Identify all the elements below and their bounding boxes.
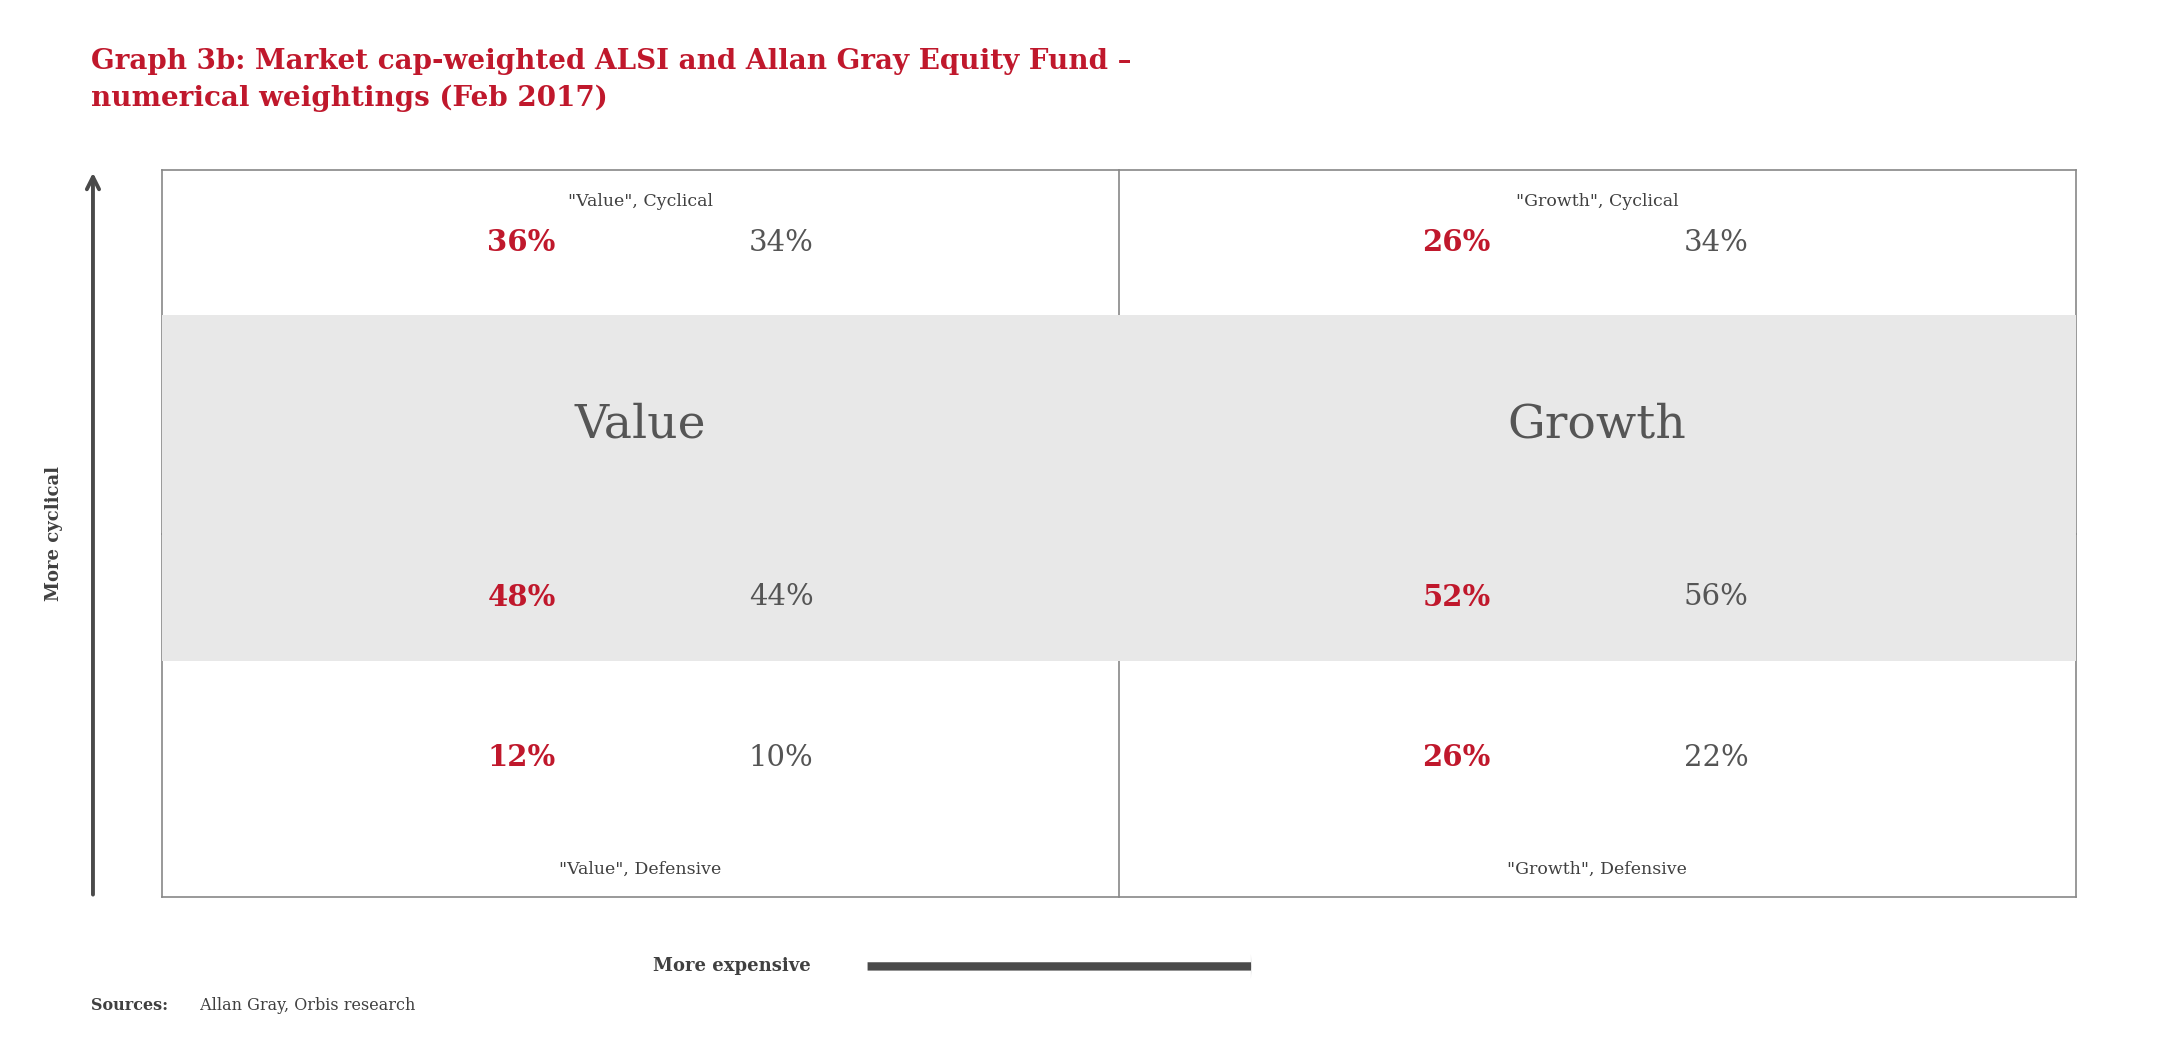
Text: 10%: 10%: [748, 744, 813, 772]
Text: 36%: 36%: [486, 228, 556, 257]
Text: 34%: 34%: [1684, 228, 1749, 257]
Text: "Growth", Defensive: "Growth", Defensive: [1507, 861, 1686, 878]
Text: "Value", Defensive: "Value", Defensive: [560, 861, 722, 878]
Text: 26%: 26%: [1423, 228, 1492, 257]
Text: Sources:: Sources:: [91, 997, 169, 1014]
Text: 22%: 22%: [1684, 744, 1749, 772]
Text: 26%: 26%: [1423, 743, 1492, 772]
Text: Value: Value: [575, 401, 707, 447]
Text: 48%: 48%: [486, 583, 556, 612]
Text: "Growth", Cyclical: "Growth", Cyclical: [1516, 193, 1678, 210]
Text: Allan Gray, Orbis research: Allan Gray, Orbis research: [195, 997, 415, 1014]
Text: Growth: Growth: [1507, 401, 1686, 447]
Text: 34%: 34%: [748, 228, 813, 257]
Text: 56%: 56%: [1684, 583, 1749, 612]
Text: 52%: 52%: [1423, 583, 1492, 612]
Text: "Value", Cyclical: "Value", Cyclical: [569, 193, 713, 210]
Text: 12%: 12%: [486, 743, 556, 772]
Text: More cyclical: More cyclical: [45, 466, 63, 601]
Text: More expensive: More expensive: [653, 958, 811, 975]
Text: 44%: 44%: [748, 583, 813, 612]
Text: Graph 3b: Market cap-weighted ALSI and Allan Gray Equity Fund –
numerical weight: Graph 3b: Market cap-weighted ALSI and A…: [91, 48, 1131, 112]
